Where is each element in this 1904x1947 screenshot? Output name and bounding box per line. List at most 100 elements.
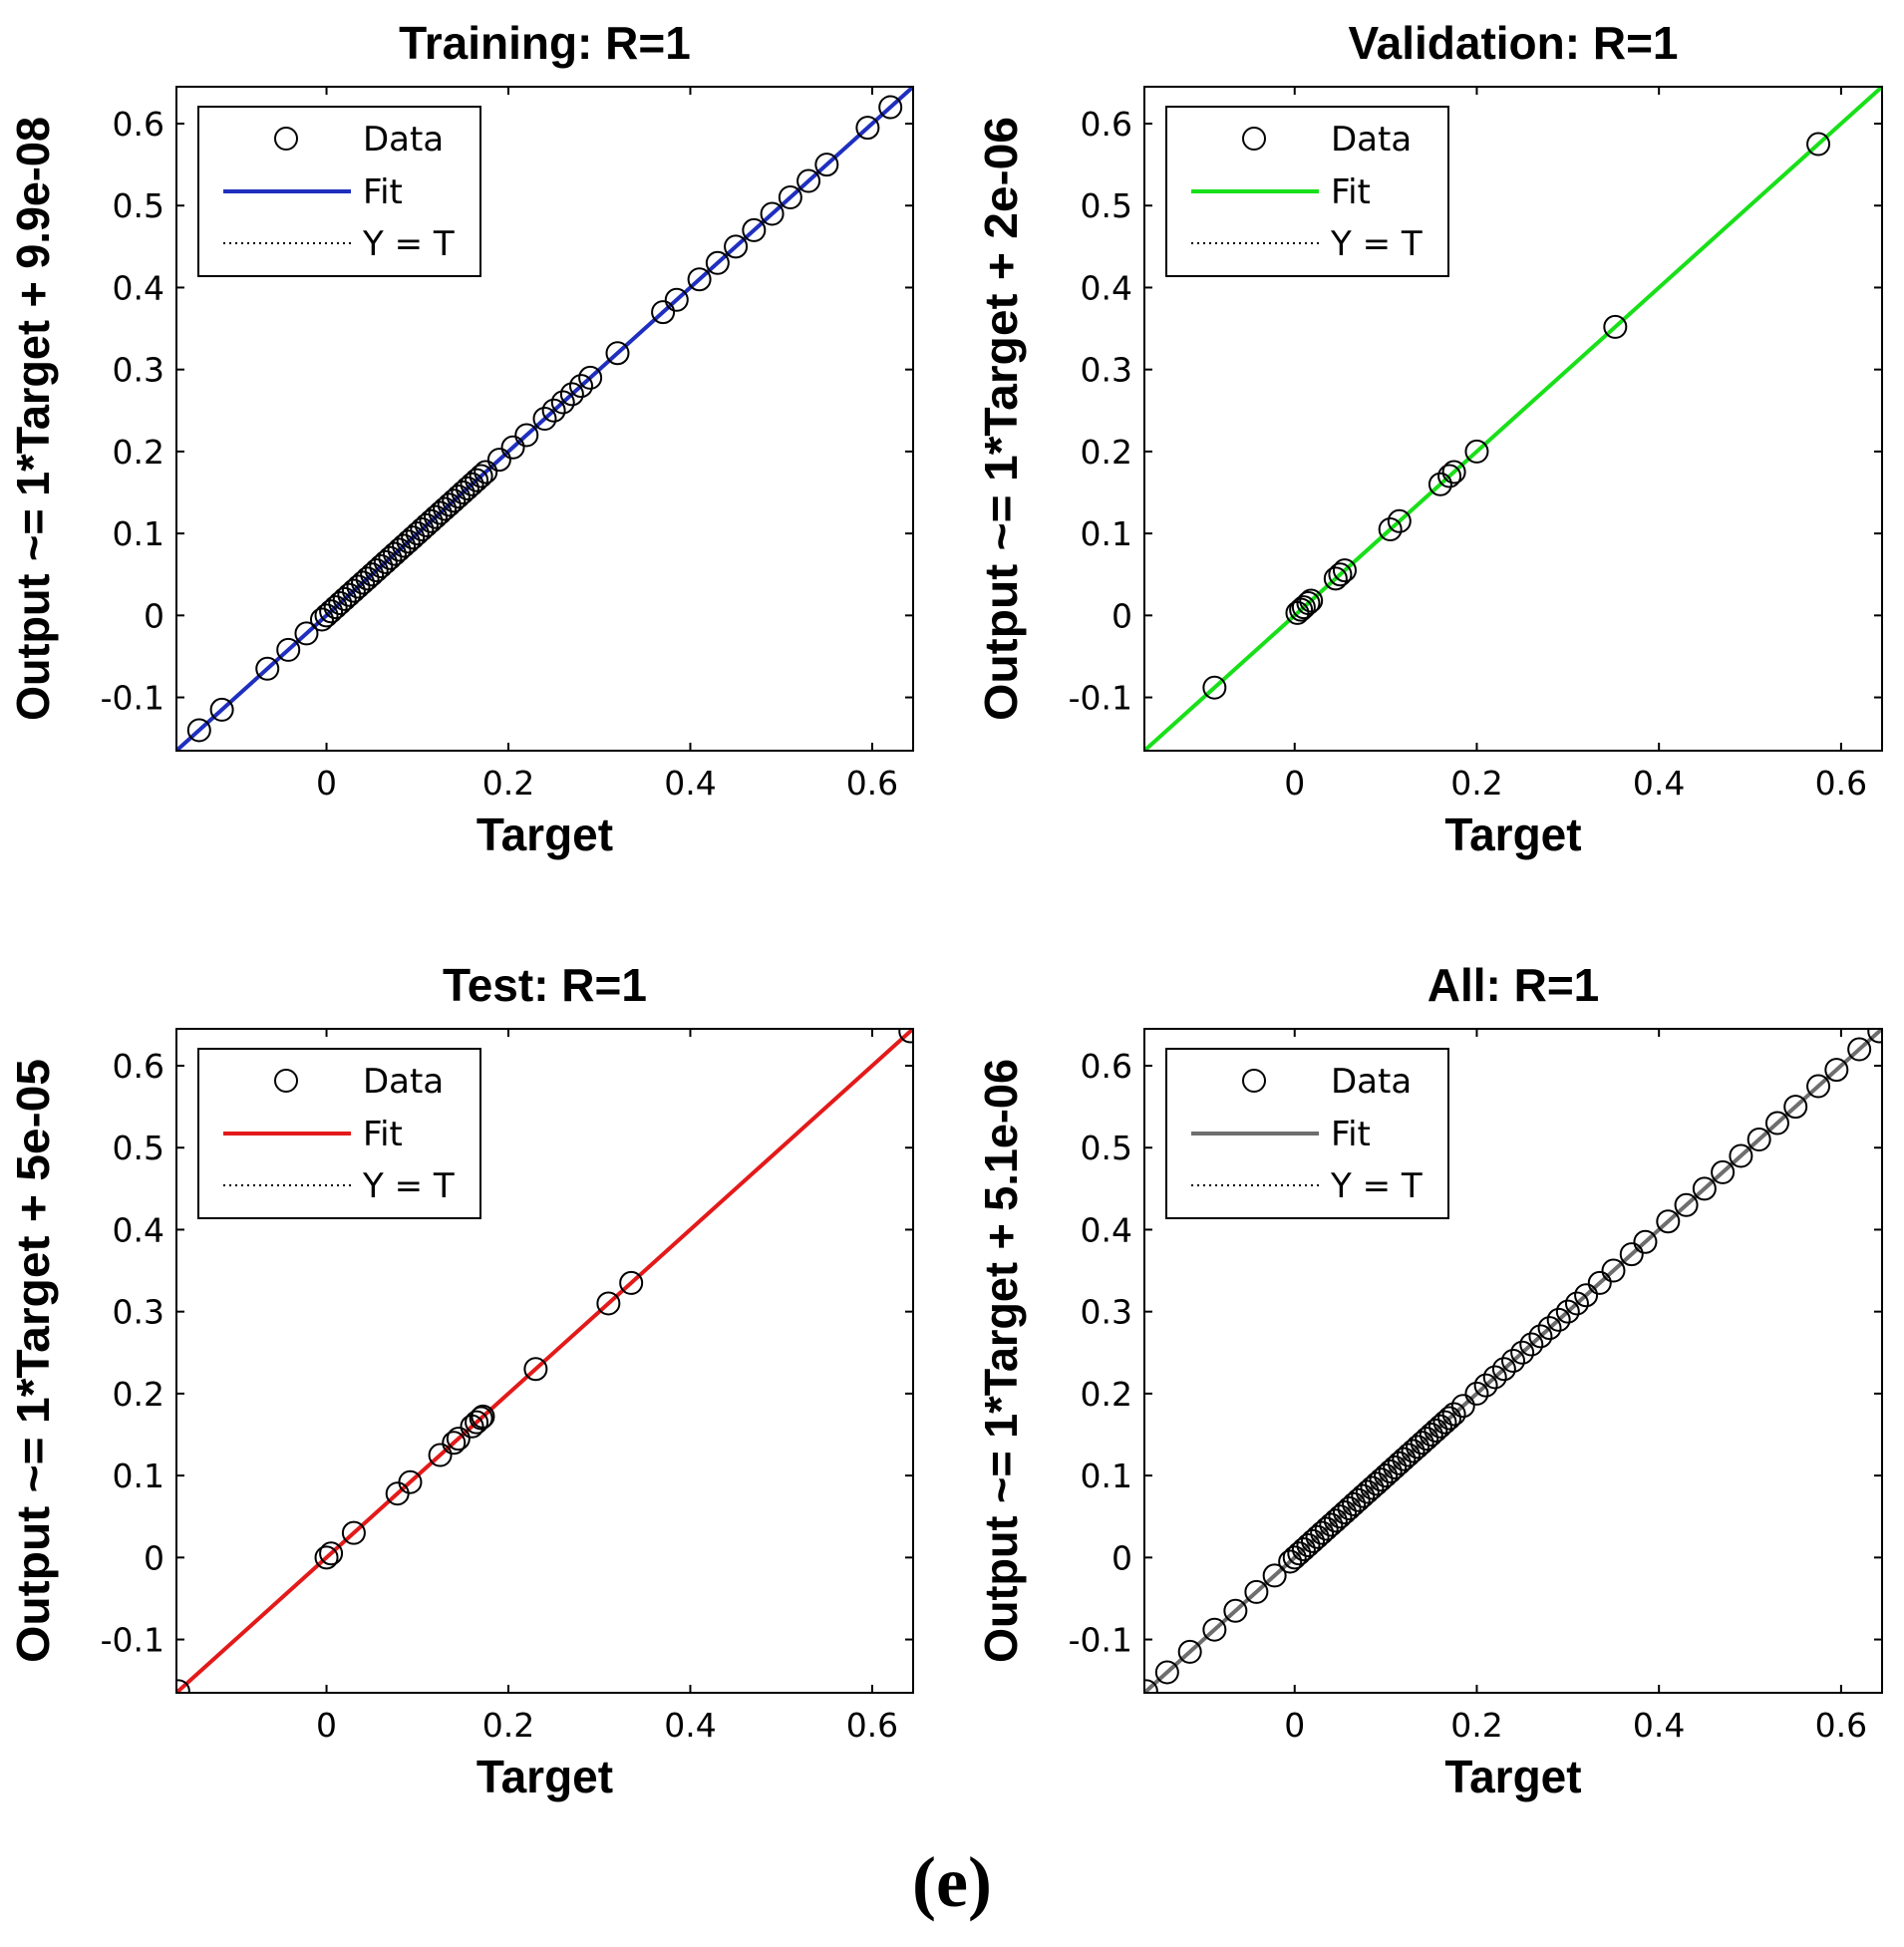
x-tick-label: 0 <box>316 1706 337 1745</box>
data-point <box>1564 1291 1589 1316</box>
data-point <box>465 1410 489 1435</box>
y-tick-label: -0.1 <box>101 1621 164 1660</box>
data-point <box>1574 1283 1599 1308</box>
data-point <box>1144 1679 1158 1693</box>
y-tick-label: 0.5 <box>113 186 164 225</box>
data-point <box>1847 1037 1872 1062</box>
y-tick-label: 0.5 <box>113 1129 164 1167</box>
data-point <box>651 300 676 325</box>
data-point <box>1746 1128 1771 1151</box>
data-point <box>568 374 593 399</box>
fit-line <box>176 1029 913 1693</box>
data-point <box>1282 1545 1307 1570</box>
data-point <box>1374 1463 1399 1488</box>
data-point <box>1301 1528 1326 1553</box>
data-point <box>605 341 630 366</box>
data-point <box>1587 1270 1612 1295</box>
data-point <box>898 1029 913 1044</box>
data-point <box>1328 562 1353 587</box>
data-point <box>314 1545 339 1570</box>
data-point <box>619 1270 644 1295</box>
data-point <box>469 1406 493 1431</box>
data-point <box>276 637 301 662</box>
data-point <box>446 1427 471 1452</box>
plot-panel: All: R=1 0 0.2 0.4 0.6 -0.1 0 0.1 0.2 0.3 0.4 0.5 0.… <box>975 959 1883 1802</box>
data-point <box>442 1431 467 1456</box>
legend-marker-data <box>274 1069 298 1093</box>
data-point <box>1291 1537 1316 1562</box>
y-tick-label: 0.6 <box>1081 105 1132 144</box>
plot-panel: Validation: R=1 0 0.2 0.4 0.6 -0.1 0 0.1 0.2 0.3 0… <box>975 17 1883 860</box>
data-point <box>1323 566 1348 591</box>
y-tick-label: 0.1 <box>1081 1457 1132 1495</box>
data-point <box>1360 1475 1385 1500</box>
data-point <box>742 217 767 242</box>
fit-line <box>1144 87 1882 751</box>
data-point <box>309 607 334 632</box>
legend-label-identity: Y = T <box>1330 224 1423 264</box>
data-point <box>1867 1029 1882 1044</box>
data-point <box>523 1357 548 1382</box>
data-point <box>1332 558 1357 583</box>
x-tick-label: 0.2 <box>1450 1706 1502 1745</box>
x-tick-label: 0.6 <box>846 764 898 803</box>
y-tick-label: 0.3 <box>113 1293 164 1332</box>
data-point <box>1519 1332 1544 1357</box>
data-point <box>1346 1487 1371 1512</box>
data-point <box>1177 1639 1202 1664</box>
data-point <box>1314 1516 1339 1541</box>
data-point <box>1392 1447 1417 1471</box>
data-point <box>1428 1414 1452 1439</box>
y-tick-label: 0.4 <box>1081 268 1132 307</box>
data-point <box>1323 1508 1348 1533</box>
data-point <box>1674 1192 1699 1217</box>
fit-line <box>176 87 913 751</box>
y-tick-label: 0.3 <box>1081 351 1132 390</box>
data-point <box>1501 1349 1525 1373</box>
data-point <box>319 1541 344 1566</box>
data-point <box>1441 460 1466 485</box>
data-point <box>1415 1427 1439 1452</box>
plot-title: Test: R=1 <box>443 959 647 1011</box>
data-point <box>1305 1524 1330 1549</box>
data-point <box>319 599 344 624</box>
fit-line <box>1144 1029 1882 1693</box>
data-point <box>1711 1159 1736 1184</box>
data-point <box>1450 1394 1475 1419</box>
data-point <box>474 460 498 485</box>
data-point <box>323 595 348 620</box>
data-point <box>1428 472 1452 496</box>
data-point <box>724 234 749 259</box>
data-point <box>1603 314 1628 339</box>
data-point <box>1355 1479 1380 1504</box>
data-point <box>1342 1491 1367 1516</box>
x-tick-label: 0 <box>1284 1706 1305 1745</box>
legend: Data Fit Y = T <box>1165 106 1449 277</box>
y-tick-label: 0.5 <box>1081 1129 1132 1167</box>
legend-label-identity: Y = T <box>362 1166 455 1206</box>
data-point <box>796 168 821 193</box>
x-tick-label: 0.4 <box>1633 1706 1685 1745</box>
data-point <box>437 492 462 517</box>
plot-panel: Training: R=1 0 0.2 0.4 0.6 -0.1 0 0.1 0.2 0.3 0.4… <box>7 17 914 860</box>
y-tick-label: 0 <box>144 1538 164 1577</box>
data-point <box>1419 1423 1443 1447</box>
plot-title: Validation: R=1 <box>1348 17 1678 69</box>
data-point <box>387 537 412 562</box>
data-point <box>1528 1324 1553 1349</box>
axes-frame <box>1143 86 1883 752</box>
y-tick-label: 0.2 <box>1081 433 1132 472</box>
data-point <box>373 549 398 574</box>
y-tick-label: 0 <box>1111 1538 1132 1577</box>
data-point <box>1437 1406 1462 1431</box>
plots-container: Training: R=1 0 0.2 0.4 0.6 -0.1 0 0.1 0.2 0.3 0.4… <box>7 17 1883 1802</box>
data-point <box>1464 1381 1489 1406</box>
data-point <box>778 185 802 209</box>
data-point <box>1387 508 1412 533</box>
data-point <box>1783 1095 1808 1120</box>
data-point <box>1369 1467 1394 1492</box>
data-point <box>428 500 453 525</box>
x-tick-label: 0.6 <box>846 1706 898 1745</box>
legend-label-data: Data <box>1331 120 1412 160</box>
x-tick-label: 0.2 <box>482 764 534 803</box>
